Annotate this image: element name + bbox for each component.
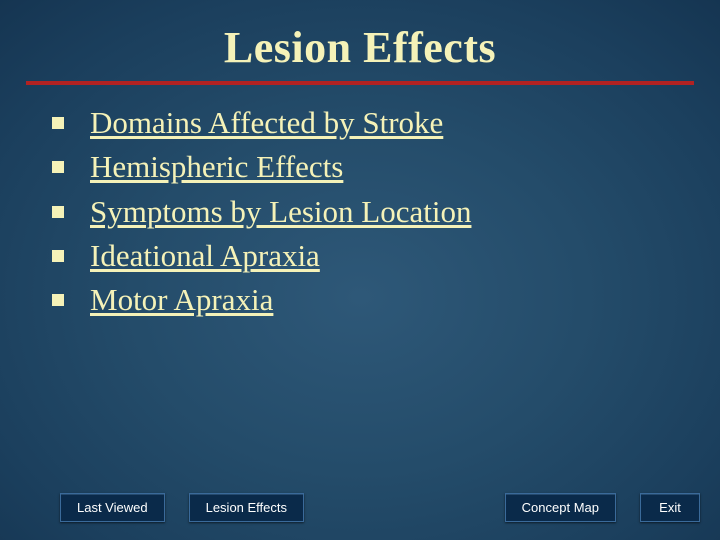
- link-hemispheric-effects[interactable]: Hemispheric Effects: [90, 147, 343, 187]
- concept-map-button[interactable]: Concept Map: [505, 493, 616, 522]
- list-item: Hemispheric Effects: [52, 147, 720, 187]
- square-bullet-icon: [52, 294, 64, 306]
- link-domains-affected[interactable]: Domains Affected by Stroke: [90, 103, 443, 143]
- list-item: Motor Apraxia: [52, 280, 720, 320]
- square-bullet-icon: [52, 161, 64, 173]
- list-item: Ideational Apraxia: [52, 236, 720, 276]
- bullet-list: Domains Affected by Stroke Hemispheric E…: [0, 103, 720, 320]
- square-bullet-icon: [52, 117, 64, 129]
- list-item: Symptoms by Lesion Location: [52, 192, 720, 232]
- lesion-effects-button[interactable]: Lesion Effects: [189, 493, 304, 522]
- list-item: Domains Affected by Stroke: [52, 103, 720, 143]
- square-bullet-icon: [52, 250, 64, 262]
- last-viewed-button[interactable]: Last Viewed: [60, 493, 165, 522]
- bottom-nav: Last Viewed Lesion Effects Concept Map E…: [0, 493, 720, 522]
- page-title: Lesion Effects: [0, 0, 720, 81]
- title-underline: [26, 81, 694, 85]
- square-bullet-icon: [52, 206, 64, 218]
- link-motor-apraxia[interactable]: Motor Apraxia: [90, 280, 273, 320]
- link-symptoms-by-location[interactable]: Symptoms by Lesion Location: [90, 192, 471, 232]
- exit-button[interactable]: Exit: [640, 493, 700, 522]
- link-ideational-apraxia[interactable]: Ideational Apraxia: [90, 236, 320, 276]
